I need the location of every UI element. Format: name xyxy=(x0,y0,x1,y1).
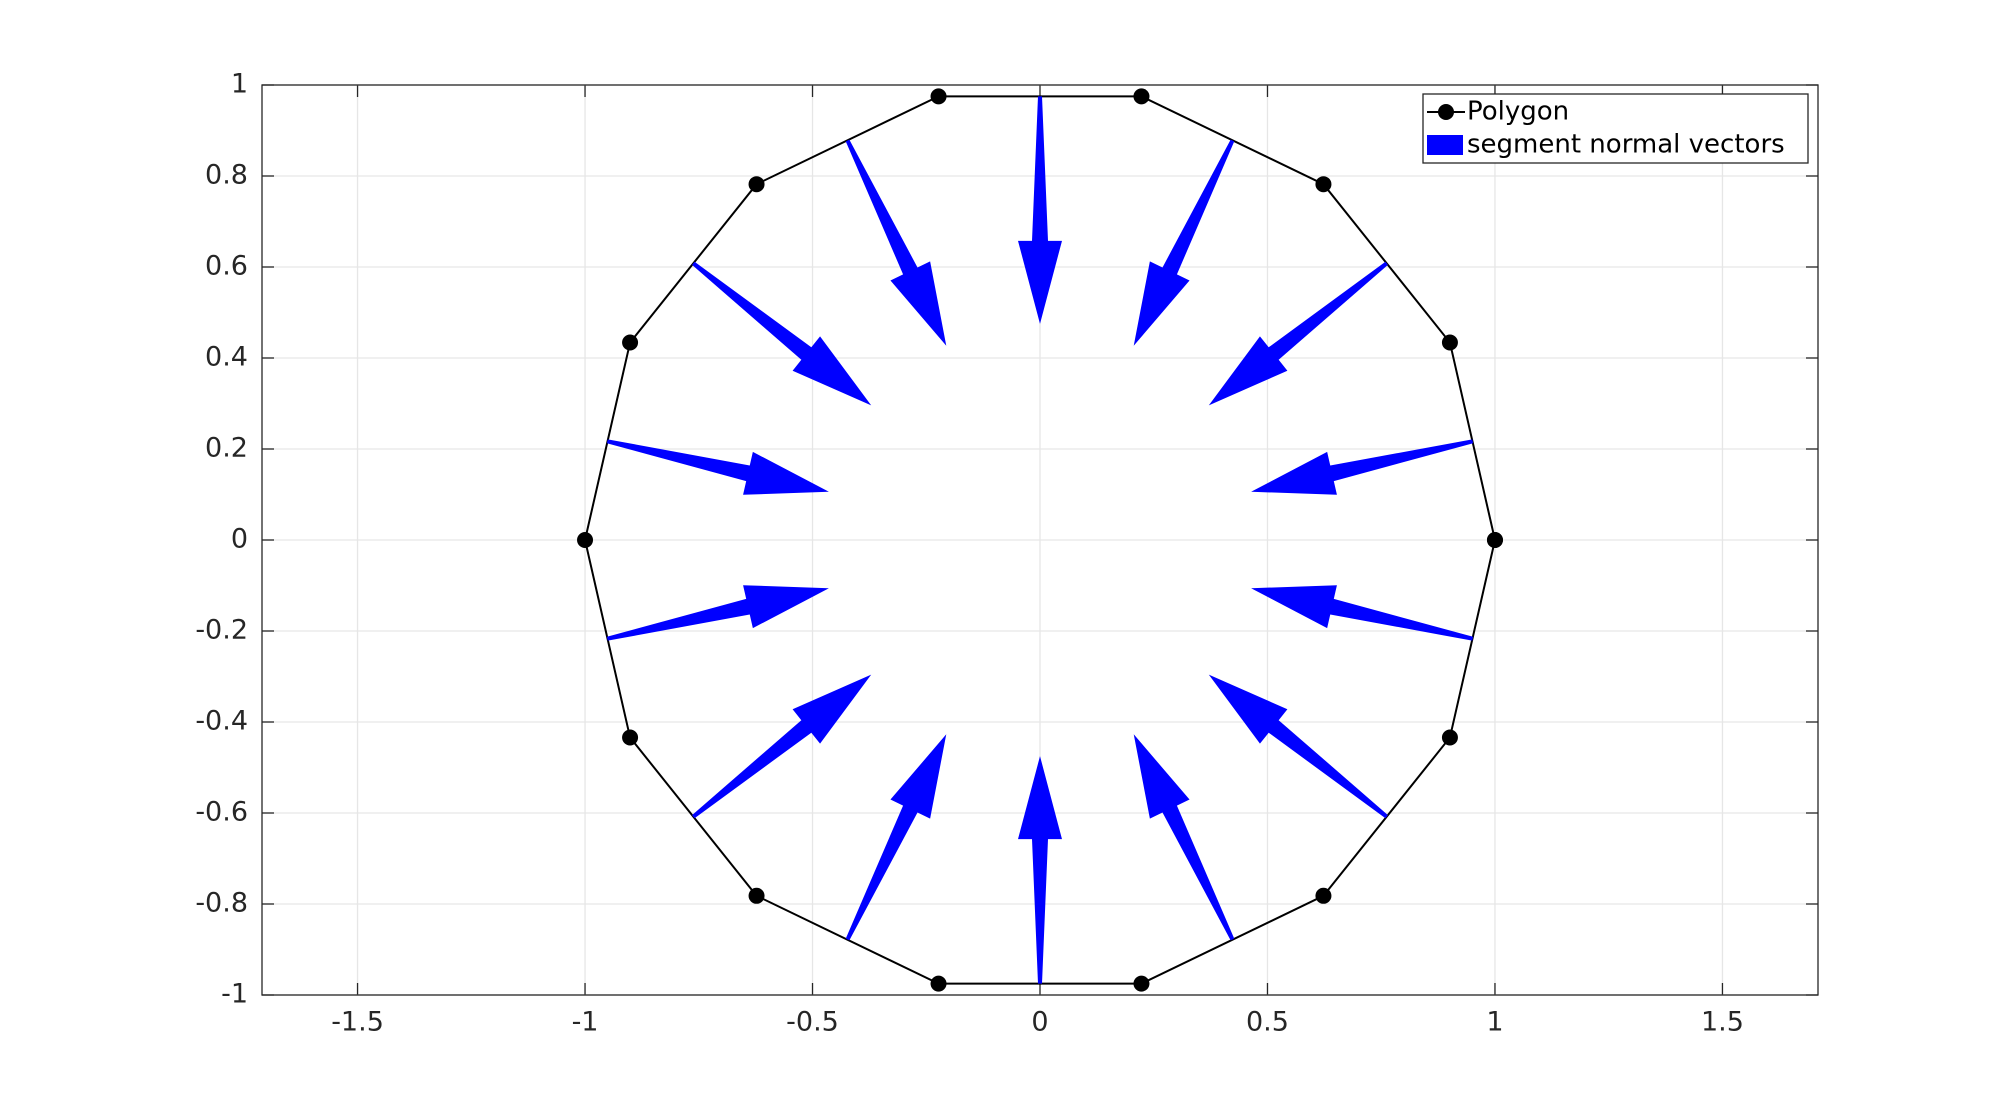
x-tick-label: 1 xyxy=(1486,1007,1503,1038)
x-tick-label: -0.5 xyxy=(786,1007,839,1038)
normal-arrow xyxy=(1251,585,1474,641)
legend-label: segment normal vectors xyxy=(1467,130,1785,160)
vertex-marker xyxy=(1315,887,1332,904)
axes-box xyxy=(261,84,1819,996)
x-tick-label: 0.5 xyxy=(1246,1007,1289,1038)
y-tick-label: 1 xyxy=(231,69,248,100)
normal-arrow xyxy=(606,585,829,641)
x-tick-label: -1 xyxy=(572,1007,599,1038)
normal-arrow xyxy=(1133,734,1235,941)
y-tick-label: 0.8 xyxy=(205,160,248,191)
legend-box xyxy=(1422,93,1809,164)
normal-arrow xyxy=(692,261,872,406)
y-tick-label: 0 xyxy=(231,524,248,555)
y-tick-label: -1 xyxy=(221,979,248,1010)
vertex-marker xyxy=(1441,334,1458,351)
normal-arrow xyxy=(1208,261,1388,406)
y-tick-label: -0.8 xyxy=(195,888,248,919)
vertex-marker xyxy=(1133,88,1150,105)
vertex-marker xyxy=(1441,729,1458,746)
vertex-marker xyxy=(748,887,765,904)
vertex-marker xyxy=(1133,975,1150,992)
vertex-marker xyxy=(577,532,594,548)
vertex-marker xyxy=(930,88,947,105)
y-tick-label: -0.4 xyxy=(195,706,248,737)
x-tick-label: 1.5 xyxy=(1701,1007,1744,1038)
y-tick-label: 0.4 xyxy=(205,342,248,373)
normal-arrow xyxy=(1251,439,1474,495)
y-tick-label: 0.2 xyxy=(205,433,248,464)
legend-marker xyxy=(1438,104,1454,120)
legend-label: Polygon xyxy=(1467,97,1569,127)
normal-arrow xyxy=(1018,756,1062,984)
y-tick-label: -0.6 xyxy=(195,797,248,828)
normal-arrow xyxy=(845,139,947,346)
vertex-marker xyxy=(622,334,639,351)
vertex-marker xyxy=(1486,532,1503,548)
normal-arrow xyxy=(1133,139,1235,346)
x-tick-label: 0 xyxy=(1031,1007,1048,1038)
vertex-marker xyxy=(1315,176,1332,193)
normal-arrow xyxy=(692,674,872,819)
vertex-marker xyxy=(930,975,947,992)
x-tick-label: -1.5 xyxy=(331,1007,384,1038)
y-tick-label: 0.6 xyxy=(205,251,248,282)
normal-arrow xyxy=(606,439,829,495)
y-tick-label: -0.2 xyxy=(195,615,248,646)
vertex-marker xyxy=(748,176,765,193)
normal-arrow xyxy=(845,734,947,941)
normal-arrow xyxy=(1208,674,1388,819)
vertex-marker xyxy=(622,729,639,746)
legend-patch xyxy=(1427,135,1463,155)
normal-arrow xyxy=(1018,96,1062,324)
